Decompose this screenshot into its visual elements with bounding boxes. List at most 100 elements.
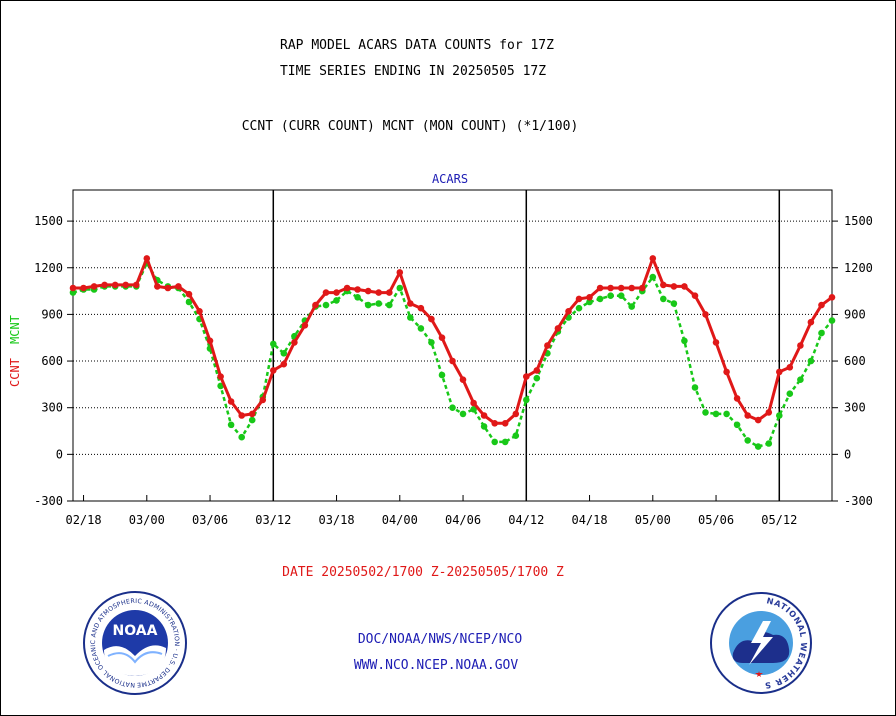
data-point-ccnt [649, 255, 657, 262]
data-point-ccnt [217, 373, 224, 380]
data-point-ccnt [312, 301, 319, 309]
data-point-ccnt [712, 339, 720, 346]
data-point-mcnt [227, 421, 235, 429]
nco-website-link[interactable]: WWW.NCO.NCEP.NOAA.GOV [353, 658, 519, 673]
x-tick-label: 05/00 [635, 513, 671, 527]
data-point-ccnt [818, 301, 825, 309]
data-point-mcnt [375, 300, 383, 307]
data-point-mcnt [733, 421, 741, 429]
y-tick-label-right: 600 [844, 354, 866, 368]
x-tick-label: 05/12 [761, 513, 797, 527]
data-point-ccnt [523, 373, 530, 380]
y-tick-label-right: 1500 [844, 214, 873, 228]
data-point-ccnt [333, 289, 340, 296]
data-point-ccnt [259, 396, 267, 404]
data-point-mcnt [322, 301, 330, 309]
data-point-ccnt [491, 420, 499, 427]
data-point-mcnt [776, 412, 783, 419]
data-point-ccnt [238, 412, 245, 419]
data-point-ccnt [828, 294, 836, 301]
data-point-mcnt [786, 390, 794, 398]
data-point-ccnt [575, 295, 583, 303]
chart-subtitle: CCNT (CURR COUNT) MCNT (MON COUNT) (*1/1… [241, 119, 579, 134]
date-range-label: DATE 20250502/1700 Z-20250505/1700 Z [282, 565, 564, 580]
plot-area-border [72, 189, 833, 502]
data-point-ccnt [702, 311, 709, 318]
data-point-ccnt [607, 284, 614, 292]
data-point-ccnt [322, 289, 330, 296]
data-point-ccnt [480, 412, 488, 419]
y-tick-label-right: 300 [844, 401, 866, 415]
data-point-mcnt [660, 295, 667, 303]
y-tick-label-right: -300 [844, 494, 873, 508]
data-point-ccnt [291, 339, 298, 346]
chart-title-line2: TIME SERIES ENDING IN 20250505 17Z [279, 64, 547, 79]
data-point-ccnt [733, 395, 741, 402]
plot-title: ACARS [431, 172, 469, 186]
y-tick-label-right: 0 [844, 447, 851, 461]
y-tick-label-left: 1200 [34, 261, 63, 275]
data-point-ccnt [754, 416, 762, 424]
data-point-ccnt [386, 289, 393, 296]
data-point-mcnt [797, 376, 804, 384]
x-tick-label: 04/06 [445, 513, 481, 527]
data-point-ccnt [776, 368, 783, 376]
doc-noaa-link[interactable]: DOC/NOAA/NWS/NCEP/NCO [357, 632, 523, 647]
data-point-mcnt [818, 329, 825, 337]
data-point-mcnt [712, 410, 720, 418]
data-point-mcnt [681, 337, 688, 345]
data-point-mcnt [702, 409, 709, 416]
data-point-ccnt [786, 364, 794, 371]
data-point-mcnt [459, 410, 467, 418]
data-point-ccnt [586, 294, 593, 301]
x-tick-label: 04/12 [508, 513, 544, 527]
data-point-mcnt [386, 301, 393, 309]
data-point-mcnt [270, 340, 277, 348]
data-point-ccnt [617, 284, 625, 292]
data-point-mcnt [69, 289, 77, 296]
data-point-ccnt [280, 360, 288, 368]
data-point-mcnt [238, 433, 245, 441]
chart-title-line1: RAP MODEL ACARS DATA COUNTS for 17Z [280, 38, 554, 53]
data-point-ccnt [470, 399, 477, 407]
data-point-ccnt [670, 283, 678, 290]
data-point-mcnt [596, 295, 604, 303]
x-tick-label: 02/18 [65, 513, 101, 527]
data-point-mcnt [670, 300, 678, 307]
data-point-mcnt [354, 294, 361, 301]
data-point-mcnt [586, 298, 593, 306]
noaa-logo-text: NOAA [113, 623, 158, 639]
data-point-mcnt [407, 314, 414, 321]
data-point-ccnt [248, 410, 256, 418]
data-point-ccnt [797, 342, 804, 349]
data-point-ccnt [343, 284, 351, 292]
data-point-mcnt [501, 438, 509, 446]
data-point-ccnt [723, 368, 730, 376]
data-point-ccnt [111, 281, 119, 289]
data-point-ccnt [628, 284, 635, 292]
data-point-mcnt [333, 297, 340, 304]
data-point-ccnt [206, 337, 214, 345]
data-point-ccnt [512, 410, 520, 418]
data-point-mcnt [628, 303, 635, 310]
data-point-mcnt [280, 350, 288, 357]
data-point-mcnt [765, 440, 773, 447]
data-point-ccnt [196, 308, 203, 315]
data-point-mcnt [533, 374, 541, 382]
data-point-ccnt [438, 334, 446, 342]
data-point-mcnt [470, 406, 477, 413]
data-point-mcnt [248, 416, 256, 424]
data-point-ccnt [154, 283, 161, 290]
data-point-ccnt [765, 409, 773, 416]
data-point-mcnt [575, 304, 583, 312]
nws-logo: NATIONAL WEATHER SERVICE [707, 591, 812, 694]
x-tick-label: 03/18 [318, 513, 354, 527]
data-point-mcnt [428, 339, 435, 346]
data-point-ccnt [101, 281, 108, 289]
data-point-ccnt [533, 367, 541, 374]
data-point-ccnt [639, 284, 646, 292]
data-point-mcnt [364, 301, 372, 309]
data-point-mcnt [491, 438, 499, 446]
series-line-mcnt [72, 261, 833, 448]
